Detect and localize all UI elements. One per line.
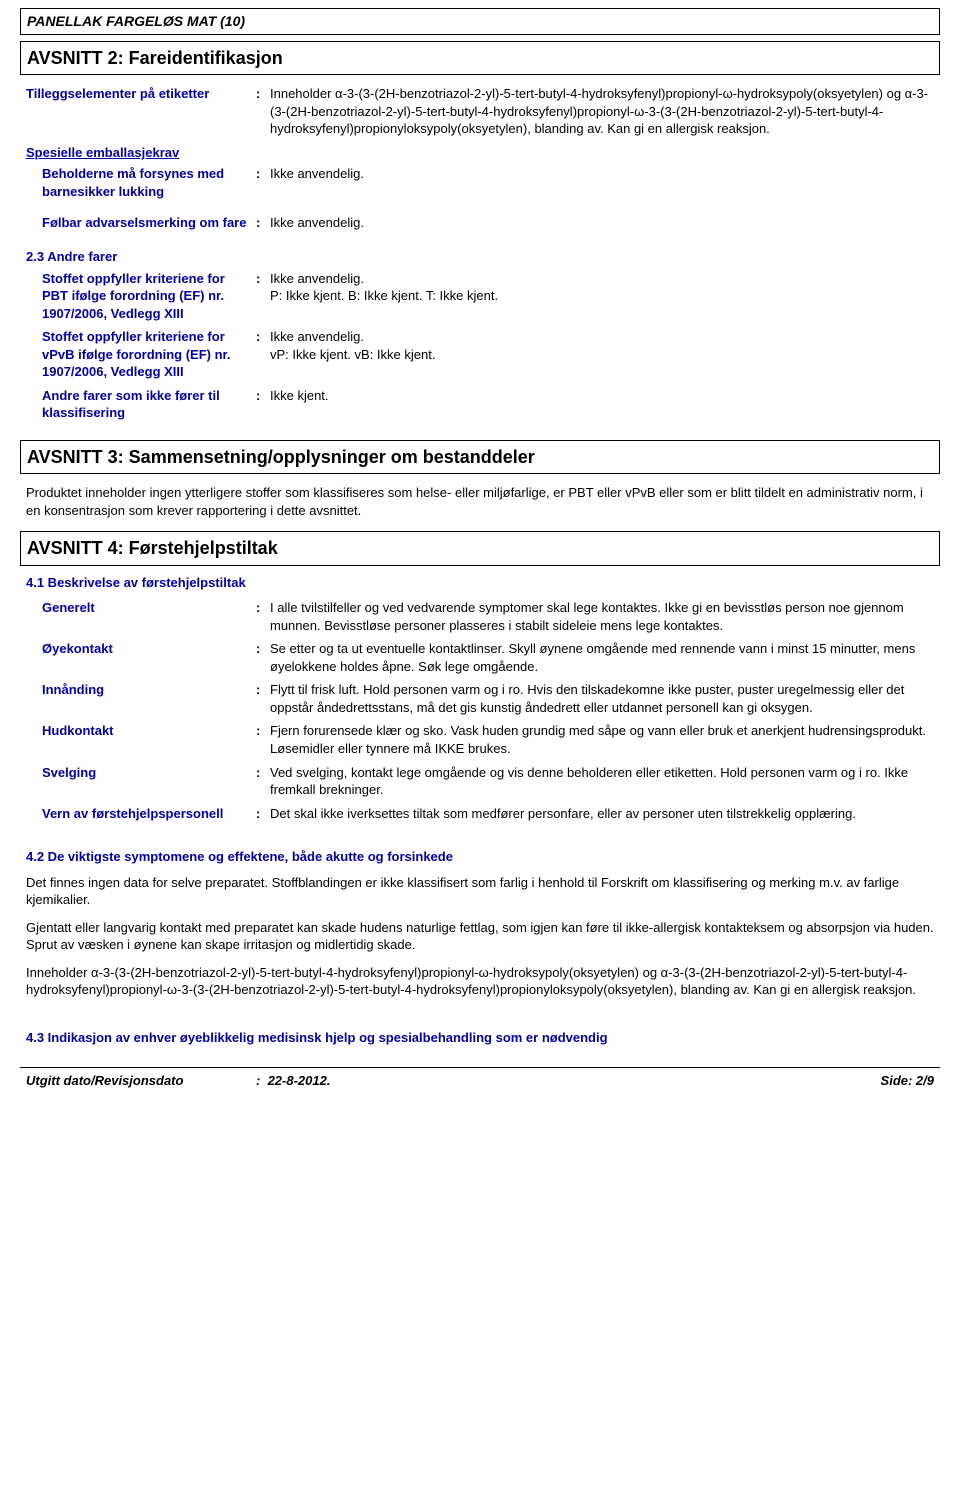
innanding-row: Innånding : Flytt til frisk luft. Hold p… bbox=[42, 681, 934, 716]
sub-4-2: 4.2 De viktigste symptomene og effektene… bbox=[20, 848, 940, 866]
colon: : bbox=[256, 270, 270, 288]
generelt-value: I alle tvilstilfeller og ved vedvarende … bbox=[270, 599, 934, 634]
vpvb-row: Stoffet oppfyller kriteriene for vPvB if… bbox=[42, 328, 934, 381]
sub-4-1: 4.1 Beskrivelse av førstehjelpstiltak bbox=[20, 574, 940, 592]
beholder-row: Beholderne må forsynes med barnesikker l… bbox=[42, 165, 934, 200]
generelt-label: Generelt bbox=[42, 599, 256, 617]
svelging-label: Svelging bbox=[42, 764, 256, 782]
folbar-label: Følbar advarselsmerking om fare bbox=[42, 214, 256, 232]
p42-1: Det finnes ingen data for selve preparat… bbox=[26, 874, 934, 909]
vern-label: Vern av førstehjelpspersonell bbox=[42, 805, 256, 823]
colon: : bbox=[256, 681, 270, 699]
footer-page: Side: 2/9 bbox=[881, 1072, 934, 1090]
colon: : bbox=[256, 165, 270, 183]
document-header: PANELLAK FARGELØS MAT (10) bbox=[20, 8, 940, 35]
colon: : bbox=[256, 805, 270, 823]
colon: : bbox=[256, 599, 270, 617]
pbt-value: Ikke anvendelig. P: Ikke kjent. B: Ikke … bbox=[270, 270, 934, 305]
sub-4-3: 4.3 Indikasjon av enhver øyeblikkelig me… bbox=[20, 1029, 940, 1047]
p42-3: Sprut av væsken i øynene kan skape irrit… bbox=[26, 936, 934, 954]
oye-label: Øyekontakt bbox=[42, 640, 256, 658]
vern-row: Vern av førstehjelpspersonell : Det skal… bbox=[42, 805, 934, 823]
footer-date-label: Utgitt dato/Revisjonsdato bbox=[26, 1072, 256, 1090]
hud-label: Hudkontakt bbox=[42, 722, 256, 740]
colon: : bbox=[256, 764, 270, 782]
section-3-text: Produktet inneholder ingen ytterligere s… bbox=[26, 484, 934, 519]
colon: : bbox=[256, 387, 270, 405]
colon: : bbox=[256, 214, 270, 232]
section-2-header: AVSNITT 2: Fareidentifikasjon bbox=[20, 41, 940, 75]
oye-row: Øyekontakt : Se etter og ta ut eventuell… bbox=[42, 640, 934, 675]
footer-colon: : bbox=[256, 1072, 268, 1090]
page-footer: Utgitt dato/Revisjonsdato : 22-8-2012. S… bbox=[20, 1067, 940, 1090]
andre-row: Andre farer som ikke fører til klassifis… bbox=[42, 387, 934, 422]
vpvb-value-1: Ikke anvendelig. bbox=[270, 328, 934, 346]
vern-value: Det skal ikke iverksettes tiltak som med… bbox=[270, 805, 934, 823]
colon: : bbox=[256, 328, 270, 346]
innanding-label: Innånding bbox=[42, 681, 256, 699]
vpvb-value-2: vP: Ikke kjent. vB: Ikke kjent. bbox=[270, 346, 934, 364]
folbar-value: Ikke anvendelig. bbox=[270, 214, 934, 232]
emballasje-label: Spesielle emballasjekrav bbox=[26, 144, 934, 162]
colon: : bbox=[256, 640, 270, 658]
section-2-content: Tilleggselementer på etiketter : Innehol… bbox=[20, 81, 940, 434]
vpvb-label: Stoffet oppfyller kriteriene for vPvB if… bbox=[42, 328, 256, 381]
generelt-row: Generelt : I alle tvilstilfeller og ved … bbox=[42, 599, 934, 634]
beholder-label: Beholderne må forsynes med barnesikker l… bbox=[42, 165, 256, 200]
vpvb-value: Ikke anvendelig. vP: Ikke kjent. vB: Ikk… bbox=[270, 328, 934, 363]
section-4-header: AVSNITT 4: Førstehjelpstiltak bbox=[20, 531, 940, 565]
colon: : bbox=[256, 85, 270, 103]
tilleggs-value: Inneholder α-3-(3-(2H-benzotriazol-2-yl)… bbox=[270, 85, 934, 138]
p42-2: Gjentatt eller langvarig kontakt med pre… bbox=[26, 919, 934, 937]
footer-left: Utgitt dato/Revisjonsdato : 22-8-2012. bbox=[26, 1072, 330, 1090]
pbt-value-1: Ikke anvendelig. bbox=[270, 270, 934, 288]
andre-farer-header: 2.3 Andre farer bbox=[26, 248, 934, 266]
p42-4: Inneholder α-3-(3-(2H-benzotriazol-2-yl)… bbox=[26, 964, 934, 999]
beholder-value: Ikke anvendelig. bbox=[270, 165, 934, 183]
pbt-row: Stoffet oppfyller kriteriene for PBT ifø… bbox=[42, 270, 934, 323]
colon: : bbox=[256, 722, 270, 740]
section-3-content: Produktet inneholder ingen ytterligere s… bbox=[20, 480, 940, 525]
svelging-row: Svelging : Ved svelging, kontakt lege om… bbox=[42, 764, 934, 799]
hud-value: Fjern forurensede klær og sko. Vask hude… bbox=[270, 722, 934, 757]
tilleggs-label: Tilleggselementer på etiketter bbox=[26, 85, 256, 103]
footer-date-value: 22-8-2012. bbox=[268, 1072, 331, 1090]
folbar-row: Følbar advarselsmerking om fare : Ikke a… bbox=[42, 214, 934, 232]
pbt-label: Stoffet oppfyller kriteriene for PBT ifø… bbox=[42, 270, 256, 323]
hud-row: Hudkontakt : Fjern forurensede klær og s… bbox=[42, 722, 934, 757]
oye-value: Se etter og ta ut eventuelle kontaktlins… bbox=[270, 640, 934, 675]
svelging-value: Ved svelging, kontakt lege omgående og v… bbox=[270, 764, 934, 799]
section-4-2-content: Det finnes ingen data for selve preparat… bbox=[20, 870, 940, 1015]
andre-value: Ikke kjent. bbox=[270, 387, 934, 405]
section-4-1-content: Generelt : I alle tvilstilfeller og ved … bbox=[20, 595, 940, 834]
innanding-value: Flytt til frisk luft. Hold personen varm… bbox=[270, 681, 934, 716]
pbt-value-2: P: Ikke kjent. B: Ikke kjent. T: Ikke kj… bbox=[270, 287, 934, 305]
andre-label: Andre farer som ikke fører til klassifis… bbox=[42, 387, 256, 422]
section-3-header: AVSNITT 3: Sammensetning/opplysninger om… bbox=[20, 440, 940, 474]
tilleggs-row: Tilleggselementer på etiketter : Innehol… bbox=[26, 85, 934, 138]
